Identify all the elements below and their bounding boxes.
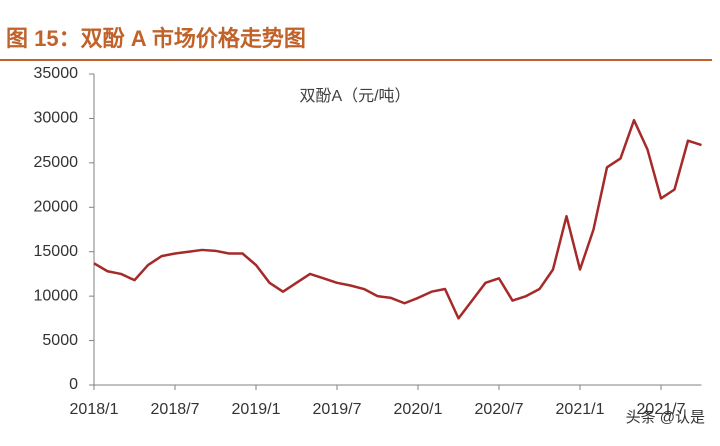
x-tick-label: 2020/7 — [475, 401, 524, 418]
chart-subtitle: 双酚A（元/吨） — [299, 87, 410, 105]
x-tick-label: 2021/7 — [637, 401, 686, 418]
chart-title: 图 15：双酚 A 市场价格走势图 — [6, 26, 306, 51]
y-tick-label: 0 — [69, 376, 78, 393]
y-tick-label: 35000 — [34, 65, 79, 82]
x-tick-label: 2020/1 — [394, 401, 443, 418]
y-tick-label: 15000 — [34, 243, 79, 260]
y-tick-label: 10000 — [34, 287, 79, 304]
y-tick-label: 20000 — [34, 199, 79, 216]
y-tick-label: 5000 — [42, 332, 78, 349]
x-tick-label: 2021/1 — [556, 401, 605, 418]
x-tick-label: 2019/7 — [313, 401, 362, 418]
x-tick-label: 2018/7 — [151, 401, 200, 418]
y-tick-label: 30000 — [34, 110, 79, 127]
watermark: 头条 @认是 — [626, 409, 705, 426]
series-line — [93, 118, 702, 320]
y-tick-label: 25000 — [34, 154, 79, 171]
x-tick-label: 2019/1 — [232, 401, 281, 418]
x-tick-label: 2018/1 — [70, 401, 119, 418]
